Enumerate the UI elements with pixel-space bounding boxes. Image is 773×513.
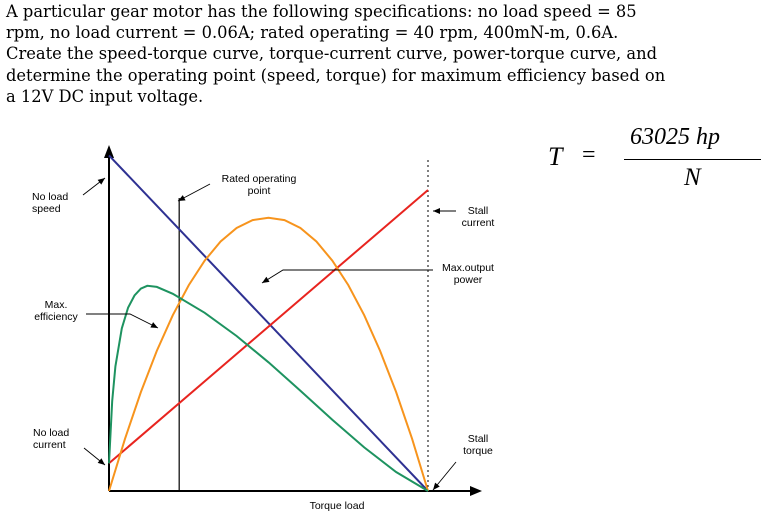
annotations: No load speed Rated operating point Stall cur… [32, 173, 495, 491]
formula-fraction-bar [624, 159, 761, 160]
formula-numerator: 63025 hp [630, 124, 720, 150]
formula-equals: = [582, 142, 596, 168]
efficiency-curve [108, 284, 429, 492]
rated-operating-point-arrowhead [178, 195, 186, 201]
stall-current-arrowhead [433, 208, 440, 214]
max-efficiency-leader [86, 313, 159, 329]
no-load-current-arrowhead [97, 458, 105, 465]
no-load-speed-label: No load speed [32, 191, 68, 215]
max-efficiency-label: Max. efficiency [34, 299, 78, 323]
curves [108, 154, 429, 492]
problem-statement: A particular gear motor has the followin… [6, 2, 666, 106]
x-axis-arrowhead [470, 486, 482, 496]
torque-formula: T = 63025 hp N [548, 120, 768, 200]
max-output-power-label: Max.output power [442, 262, 494, 286]
formula-lhs: T [548, 142, 563, 171]
current-curve [108, 189, 429, 465]
stall-current-label: Stall current [462, 205, 495, 229]
formula-denominator: N [684, 164, 701, 191]
no-load-speed-arrowhead [97, 178, 105, 185]
stall-torque-arrowhead [433, 482, 440, 490]
max-output-power-leader [261, 269, 433, 284]
x-axis-label: Torque load [310, 500, 365, 512]
stall-torque-label: Stall torque [463, 433, 493, 457]
speed-curve [108, 154, 429, 492]
power-curve [108, 216, 429, 492]
max-efficiency-arrowhead [150, 322, 158, 328]
max-output-power-arrowhead [262, 276, 270, 283]
y-axis-arrowhead [104, 145, 114, 158]
rated-operating-point-label: Rated operating point [222, 173, 297, 197]
axes: Torque load [104, 145, 482, 512]
no-load-current-label: No load current [33, 427, 69, 451]
